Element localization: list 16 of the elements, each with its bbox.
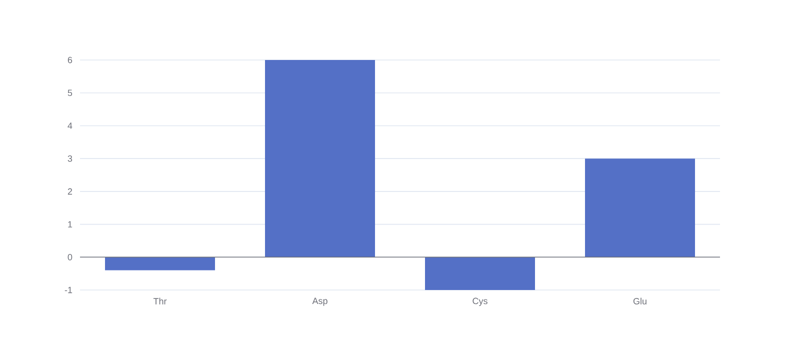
bar: [585, 158, 696, 258]
bar: [265, 60, 376, 258]
y-tick-label: 6: [68, 56, 72, 64]
x-tick-label: Cys: [472, 298, 488, 306]
y-tick-label: -1: [64, 286, 72, 294]
bar: [105, 257, 216, 270]
x-tick-label: Asp: [312, 298, 328, 306]
y-tick-label: 1: [68, 221, 72, 228]
y-tick-label: 2: [68, 188, 72, 195]
y-tick-label: 5: [68, 90, 72, 96]
bar: [425, 257, 535, 290]
x-tick-label: Glu: [633, 298, 646, 304]
y-tick-label: 0: [68, 254, 72, 260]
y-tick-label: 3: [68, 155, 72, 162]
x-tick-label: Thr: [153, 298, 167, 304]
y-tick-label: 4: [68, 122, 72, 129]
